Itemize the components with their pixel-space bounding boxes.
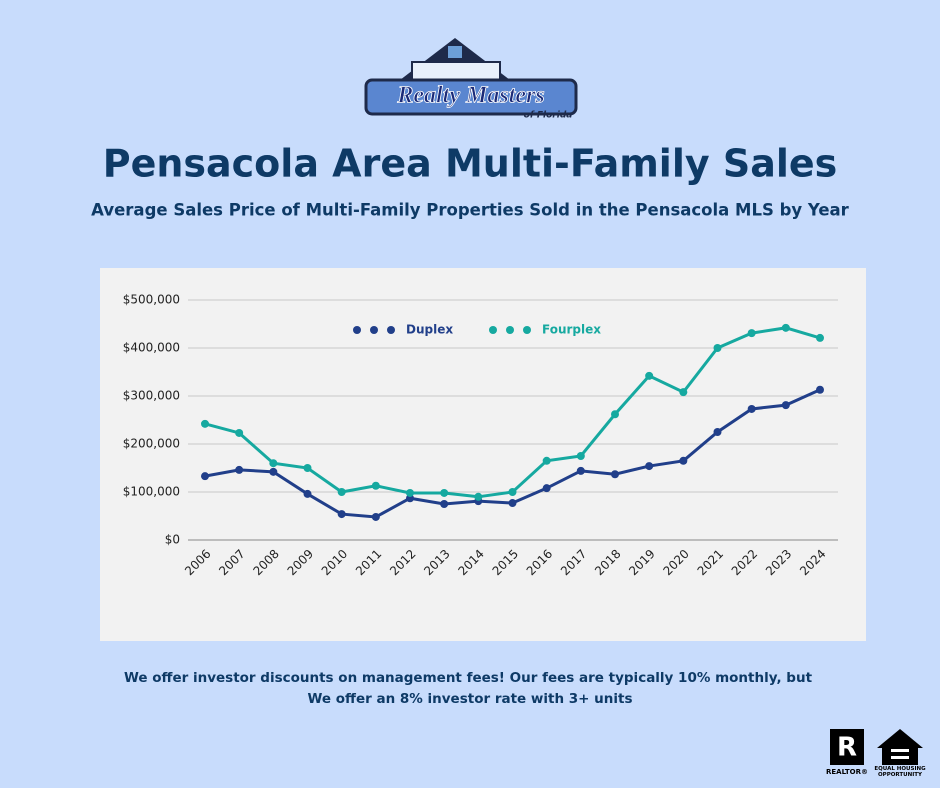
data-point xyxy=(679,388,688,397)
data-point xyxy=(337,510,346,519)
legend-label: Duplex xyxy=(406,323,453,337)
chart-panel xyxy=(100,268,866,641)
logo-banner xyxy=(364,78,578,116)
data-point xyxy=(371,512,380,521)
data-point xyxy=(269,467,278,476)
logo-window xyxy=(448,46,462,58)
data-point xyxy=(201,472,209,481)
realtor-letter: R xyxy=(837,733,857,763)
data-point xyxy=(816,385,824,394)
eho-icon xyxy=(877,729,923,765)
legend-label: Fourplex xyxy=(542,323,601,337)
logo: Realty Masters of Florida xyxy=(364,38,578,121)
chart-subtitle: Average Sales Price of Multi-Family Prop… xyxy=(91,201,850,220)
legend-marker xyxy=(506,326,514,334)
data-point xyxy=(235,428,244,437)
y-tick-label: $0 xyxy=(165,533,180,547)
eho-bar xyxy=(891,749,909,752)
y-tick-label: $400,000 xyxy=(123,341,180,355)
data-point xyxy=(781,323,790,332)
data-point xyxy=(713,344,722,352)
data-point xyxy=(679,456,688,465)
badge-wrap: EQUAL HOUSING OPPORTUNITY xyxy=(874,766,926,778)
badge-label: EQUAL HOUSING OPPORTUNITY xyxy=(874,766,926,778)
data-point xyxy=(542,484,551,493)
data-point xyxy=(440,500,449,508)
data-point xyxy=(645,371,654,380)
legend-marker xyxy=(370,326,378,334)
badges: R REALTOR® EQUAL HOUSING OPPORTUNITY xyxy=(826,729,926,778)
y-tick-label: $500,000 xyxy=(123,293,180,307)
data-point xyxy=(542,456,551,465)
data-point xyxy=(269,459,278,468)
badge-label: REALTOR® xyxy=(826,768,868,776)
data-point xyxy=(713,428,722,436)
data-point xyxy=(371,481,380,490)
y-tick-label: $100,000 xyxy=(123,485,180,499)
legend-marker xyxy=(489,326,497,334)
eho-bar xyxy=(891,756,909,759)
data-point xyxy=(201,419,209,428)
data-point xyxy=(781,401,790,410)
data-point xyxy=(747,329,756,338)
data-point xyxy=(474,492,483,501)
data-point xyxy=(611,470,619,479)
data-point xyxy=(508,499,517,508)
data-point xyxy=(508,488,517,496)
data-point xyxy=(235,465,244,474)
y-tick-label: $300,000 xyxy=(123,389,180,403)
data-point xyxy=(576,466,585,475)
data-point xyxy=(645,462,654,471)
data-point xyxy=(303,489,312,498)
footer-line: We offer investor discounts on managemen… xyxy=(124,670,813,686)
footer-line: We offer an 8% investor rate with 3+ uni… xyxy=(307,691,632,707)
data-point xyxy=(816,333,824,342)
legend-marker xyxy=(523,326,531,334)
data-point xyxy=(303,464,312,472)
legend-marker xyxy=(387,326,395,334)
data-point xyxy=(440,488,449,497)
data-point xyxy=(406,488,414,497)
realtor-icon xyxy=(830,729,864,765)
y-tick-label: $200,000 xyxy=(123,437,180,451)
logo-tagline: of Florida xyxy=(524,111,573,121)
chart-title: Pensacola Area Multi-Family Sales xyxy=(103,142,838,186)
data-point xyxy=(747,404,756,413)
data-point xyxy=(337,488,346,496)
logo-name: Realty Masters xyxy=(396,83,544,109)
data-point xyxy=(576,452,585,460)
data-point xyxy=(611,410,619,419)
legend-marker xyxy=(353,326,361,334)
